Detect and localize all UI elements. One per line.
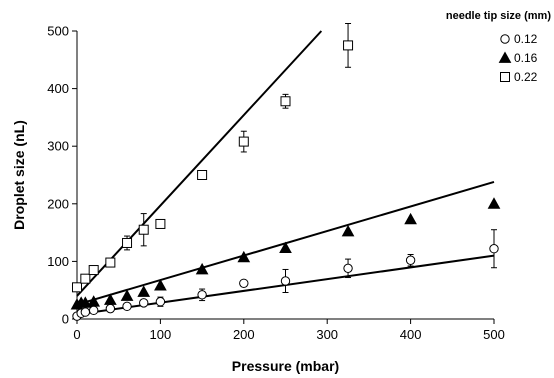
y-axis-ticks: 0 100 200 300 400 500 xyxy=(47,24,77,327)
point-0.12 xyxy=(139,298,149,308)
x-tick-label: 200 xyxy=(233,327,255,342)
point-0.22 xyxy=(343,40,354,51)
point-0.16 xyxy=(137,285,151,297)
x-tick-label: 300 xyxy=(316,327,338,342)
point-0.16 xyxy=(404,212,417,225)
point-0.16 xyxy=(195,262,209,275)
point-0.22 xyxy=(138,224,149,235)
point-0.16 xyxy=(487,197,501,209)
legend-label-0.22: 0.22 xyxy=(514,70,538,84)
x-tick-label: 500 xyxy=(483,327,505,342)
point-0.16 xyxy=(120,289,134,301)
legend-marker-0.12 xyxy=(500,34,510,44)
point-0.16 xyxy=(78,296,92,308)
point-0.16 xyxy=(154,279,167,291)
legend-marker-0.22 xyxy=(500,72,510,82)
legend-label-0.12: 0.12 xyxy=(514,32,538,46)
point-0.12 xyxy=(122,301,132,312)
y-tick-label: 0 xyxy=(62,312,69,327)
point-0.22 xyxy=(197,170,208,180)
point-0.12 xyxy=(405,255,416,265)
x-tick-label: 0 xyxy=(73,327,80,342)
data-points xyxy=(70,40,501,321)
x-axis-ticks: 0 100 200 300 400 500 xyxy=(73,319,505,342)
legend-title: needle tip size (mm) xyxy=(446,10,551,22)
point-0.12 xyxy=(105,303,116,314)
point-0.12 xyxy=(280,276,291,286)
y-tick-label: 300 xyxy=(47,139,69,154)
point-0.22 xyxy=(280,96,291,107)
point-0.22 xyxy=(155,218,166,229)
x-tick-label: 400 xyxy=(400,327,422,342)
point-0.12 xyxy=(197,290,207,300)
x-tick-label: 100 xyxy=(150,327,172,342)
y-tick-label: 500 xyxy=(47,24,69,39)
point-0.16 xyxy=(279,241,292,254)
x-axis-title: Pressure (mbar) xyxy=(232,358,339,374)
point-0.12 xyxy=(239,278,249,288)
y-tick-label: 200 xyxy=(47,196,69,211)
point-0.22 xyxy=(105,257,116,268)
point-0.22 xyxy=(88,265,99,276)
legend: needle tip size (mm) 0.12 0.16 0.22 xyxy=(446,10,551,84)
fit-line-0.22 xyxy=(76,30,323,297)
point-0.12 xyxy=(343,263,353,274)
point-0.16 xyxy=(237,250,251,263)
y-axis-title: Droplet size (nL) xyxy=(11,120,27,230)
point-0.22 xyxy=(238,136,249,147)
point-0.16 xyxy=(87,295,101,307)
point-0.22 xyxy=(72,282,82,293)
point-0.16 xyxy=(341,224,355,237)
point-0.12 xyxy=(155,297,166,307)
point-0.22 xyxy=(80,273,91,284)
point-0.16 xyxy=(104,293,117,305)
plot-area xyxy=(76,31,494,320)
point-0.22 xyxy=(122,237,133,248)
y-tick-label: 100 xyxy=(47,254,69,269)
legend-marker-0.16 xyxy=(498,51,512,63)
y-tick-label: 400 xyxy=(47,81,69,96)
legend-label-0.16: 0.16 xyxy=(514,51,538,65)
point-0.12 xyxy=(489,244,499,254)
